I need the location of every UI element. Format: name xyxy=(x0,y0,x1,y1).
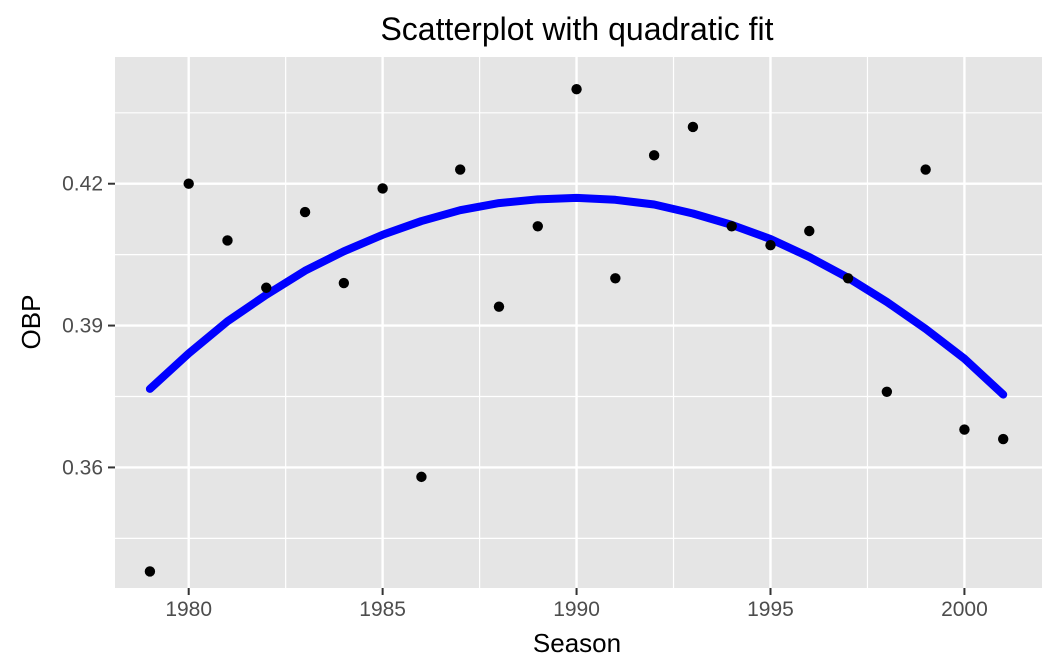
scatter-point xyxy=(998,433,1009,445)
major-grid-lines xyxy=(115,57,1042,588)
scatter-point xyxy=(610,273,621,284)
scatter-point xyxy=(493,301,505,312)
scatter-point xyxy=(455,164,466,175)
scatter-point xyxy=(183,178,194,189)
scatter-point xyxy=(377,183,388,194)
data-points xyxy=(144,83,1009,577)
y-tick-label: 0.39 xyxy=(62,315,103,338)
plot-panel xyxy=(115,57,1042,588)
scatter-point xyxy=(842,273,854,284)
scatter-point xyxy=(222,235,233,246)
y-tick-label: 0.42 xyxy=(62,173,103,196)
scatter-point xyxy=(338,277,350,289)
scatter-point xyxy=(571,83,582,95)
x-axis-title: Season xyxy=(533,628,621,658)
y-axis: 0.36 0.39 0.42 xyxy=(62,173,115,479)
scatter-point xyxy=(648,150,660,161)
quadratic-fit-line xyxy=(145,193,1008,399)
scatter-point xyxy=(959,424,970,435)
y-tick-label: 0.36 xyxy=(62,456,103,479)
scatter-point xyxy=(765,239,776,251)
scatter-point xyxy=(804,225,815,237)
scatter-point xyxy=(687,121,699,133)
x-tick-label: 1995 xyxy=(747,598,794,621)
scatter-point xyxy=(881,386,893,397)
chart-title: Scatterplot with quadratic fit xyxy=(380,11,773,47)
x-tick-label: 1980 xyxy=(165,598,212,621)
x-axis: 1980 1985 1990 1995 2000 xyxy=(165,588,988,621)
y-axis-title: OBP xyxy=(16,295,46,350)
scatter-point xyxy=(532,221,543,232)
minor-grid-lines xyxy=(115,57,1042,588)
scatter-point xyxy=(416,471,427,483)
scatter-point xyxy=(261,282,272,293)
x-tick-label: 1990 xyxy=(553,598,600,621)
x-tick-label: 1985 xyxy=(359,598,406,621)
scatter-point xyxy=(299,206,311,218)
scatter-point xyxy=(726,221,737,232)
scatter-point xyxy=(144,566,156,577)
scatter-point xyxy=(920,164,931,175)
x-tick-label: 2000 xyxy=(941,598,988,621)
